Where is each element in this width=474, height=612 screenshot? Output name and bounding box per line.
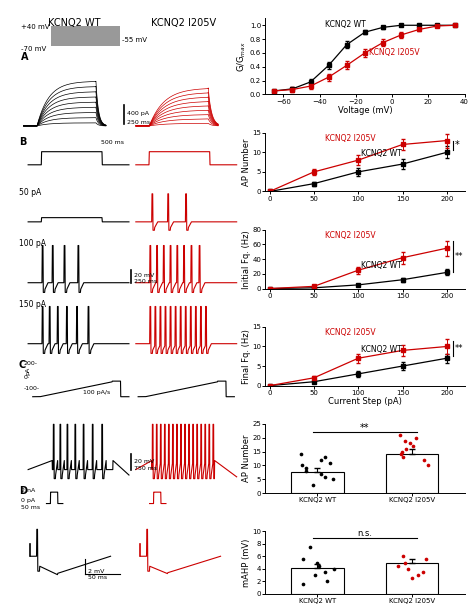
Point xyxy=(302,466,310,476)
Text: B: B xyxy=(19,137,27,147)
Text: 750 ms: 750 ms xyxy=(134,466,157,471)
Point xyxy=(330,564,337,573)
Point xyxy=(321,452,328,462)
Point xyxy=(297,449,305,459)
X-axis label: Voltage (mV): Voltage (mV) xyxy=(337,106,392,115)
Y-axis label: AP Number: AP Number xyxy=(242,138,251,186)
Point xyxy=(404,564,412,573)
Point xyxy=(422,554,430,564)
Bar xyxy=(292,567,344,594)
Point xyxy=(401,558,409,567)
Point xyxy=(317,469,325,479)
Text: 0 pA: 0 pA xyxy=(21,498,36,502)
Text: D: D xyxy=(19,487,27,496)
Point xyxy=(394,561,401,570)
Text: **: ** xyxy=(455,344,463,353)
Text: *: * xyxy=(455,140,459,151)
Text: KCNQ2 I205V: KCNQ2 I205V xyxy=(369,48,419,57)
Text: -70 mV: -70 mV xyxy=(21,47,46,53)
Point xyxy=(412,433,420,442)
Text: 100 pA: 100 pA xyxy=(19,239,46,248)
Y-axis label: Initial Fq. (Hz): Initial Fq. (Hz) xyxy=(242,230,251,288)
Bar xyxy=(51,26,120,46)
Point xyxy=(314,558,321,567)
Y-axis label: mAHP (mV): mAHP (mV) xyxy=(242,539,251,587)
Point xyxy=(409,573,416,583)
Text: 400 pA: 400 pA xyxy=(127,111,149,116)
Text: n.s.: n.s. xyxy=(357,529,373,538)
Text: **: ** xyxy=(455,252,463,261)
Point xyxy=(311,570,319,580)
Text: 200-: 200- xyxy=(24,361,37,367)
Text: KCNQ2 WT: KCNQ2 WT xyxy=(361,149,401,159)
Text: A: A xyxy=(21,52,29,62)
Point xyxy=(299,461,306,471)
Text: 50 pA: 50 pA xyxy=(19,188,41,197)
Point xyxy=(398,449,405,459)
Text: +40 mV: +40 mV xyxy=(21,24,50,30)
Point xyxy=(315,561,322,570)
Point xyxy=(415,570,422,580)
Text: pA: pA xyxy=(26,367,31,375)
Text: 250 ms: 250 ms xyxy=(134,279,157,284)
Text: KCNQ2 I205V: KCNQ2 I205V xyxy=(325,328,376,337)
Text: KCNQ2 WT: KCNQ2 WT xyxy=(325,20,366,29)
Text: 0-: 0- xyxy=(24,375,30,380)
Bar xyxy=(292,472,344,493)
Text: 2 mV: 2 mV xyxy=(88,569,104,573)
Point xyxy=(425,461,432,471)
Text: 250 ms: 250 ms xyxy=(127,120,150,125)
Point xyxy=(323,577,331,586)
Point xyxy=(399,452,406,462)
Text: 500 ms: 500 ms xyxy=(101,140,125,145)
Y-axis label: AP Number: AP Number xyxy=(242,435,251,482)
Point xyxy=(399,551,406,561)
Point xyxy=(406,438,414,448)
Point xyxy=(410,441,417,451)
Point xyxy=(419,567,427,577)
Point xyxy=(398,447,405,457)
Text: 2 nA: 2 nA xyxy=(21,488,36,493)
Text: 20 mV: 20 mV xyxy=(134,459,154,464)
Point xyxy=(321,567,329,577)
Text: KCNQ2 WT: KCNQ2 WT xyxy=(48,18,100,28)
Bar xyxy=(386,454,438,493)
Text: KCNQ2 I205V: KCNQ2 I205V xyxy=(325,231,376,240)
Point xyxy=(420,455,428,465)
Text: KCNQ2 I205V: KCNQ2 I205V xyxy=(151,18,217,28)
Point xyxy=(306,542,313,552)
Text: KCNQ2 WT: KCNQ2 WT xyxy=(361,261,401,270)
Text: -100-: -100- xyxy=(24,386,40,391)
Point xyxy=(299,554,307,564)
Text: 50 ms: 50 ms xyxy=(88,575,107,580)
Text: 50 ms: 50 ms xyxy=(21,506,40,510)
Text: 100 pA/s: 100 pA/s xyxy=(83,390,110,395)
X-axis label: Current Step (pA): Current Step (pA) xyxy=(328,397,402,406)
Text: KCNQ2 I205V: KCNQ2 I205V xyxy=(325,134,376,143)
Text: **: ** xyxy=(360,423,370,433)
Text: 150 pA: 150 pA xyxy=(19,300,46,309)
Point xyxy=(317,455,325,465)
Y-axis label: G/G$_{max}$: G/G$_{max}$ xyxy=(236,41,248,72)
Text: C: C xyxy=(19,360,26,370)
Point xyxy=(326,458,334,468)
Text: 20 mV: 20 mV xyxy=(134,273,154,278)
Text: -55 mV: -55 mV xyxy=(122,37,147,43)
Point xyxy=(310,480,317,490)
Point xyxy=(302,463,310,473)
Point xyxy=(401,436,409,446)
Point xyxy=(396,430,404,440)
Point xyxy=(402,444,410,453)
Y-axis label: Final Fq. (Hz): Final Fq. (Hz) xyxy=(242,329,251,384)
Point xyxy=(329,474,337,484)
Point xyxy=(321,472,329,482)
Text: KCNQ2 WT: KCNQ2 WT xyxy=(361,345,401,354)
Bar xyxy=(386,562,438,594)
Point xyxy=(299,580,307,589)
